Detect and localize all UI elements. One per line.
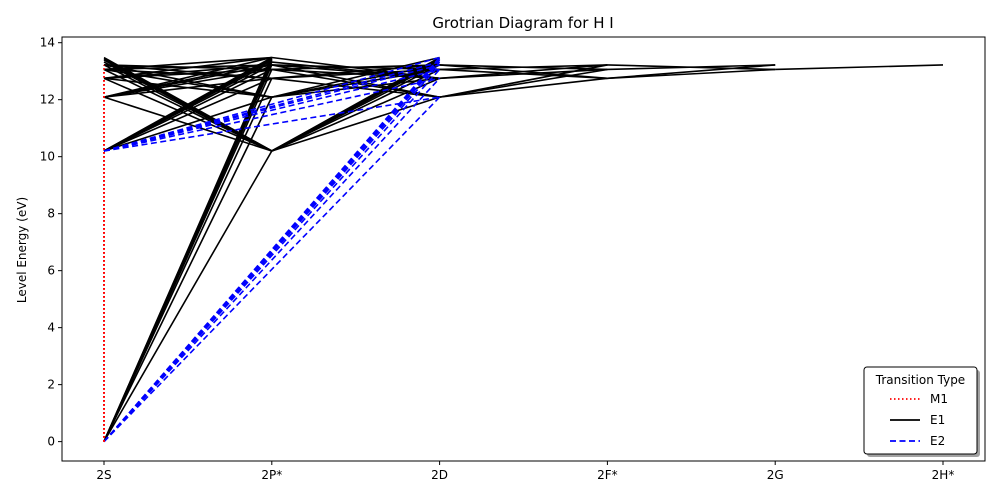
- transition-line-e1: [439, 77, 608, 98]
- x-tick-label: 2P*: [261, 468, 282, 482]
- y-tick-label: 2: [47, 378, 55, 392]
- transition-line-e1: [439, 64, 608, 71]
- transition-line-e1: [607, 64, 776, 71]
- transition-line-e1: [103, 77, 272, 98]
- transition-line-e2: [103, 56, 440, 152]
- y-tick-label: 10: [40, 150, 55, 164]
- legend-box: [863, 366, 978, 455]
- plot-frame: [61, 36, 986, 462]
- y-tick-label: 6: [47, 264, 55, 278]
- transition-line-e1: [103, 64, 272, 98]
- axes: 0 2 4 6 8 10 12 14 2S 2P* 2D 2F* 2G 2H*: [40, 36, 986, 482]
- transition-line-e2: [103, 68, 441, 443]
- transition-line-e1: [271, 56, 440, 80]
- transition-line-e1: [103, 77, 273, 152]
- x-tick-label: 2S: [96, 468, 111, 482]
- y-tick-label: 12: [40, 93, 55, 107]
- transition-line-e1: [607, 64, 776, 80]
- transition-line-e1: [103, 56, 273, 152]
- y-tick-label: 4: [47, 321, 55, 335]
- transition-line-e1: [103, 96, 273, 152]
- transition-line-e1: [103, 57, 273, 442]
- x-tick-label: 2G: [767, 468, 784, 482]
- transition-line-e1: [103, 64, 272, 80]
- plot-area: [103, 56, 944, 443]
- chart-title: Grotrian Diagram for H I: [432, 14, 613, 32]
- x-tick-label: 2D: [431, 468, 448, 482]
- legend: Transition Type M1 E1 E2: [863, 366, 980, 457]
- transition-line-e1: [271, 56, 440, 98]
- legend-label-e2: E2: [930, 434, 945, 448]
- transition-line-e2: [103, 77, 440, 152]
- legend-label-m1: M1: [930, 392, 948, 406]
- y-axis-label: Level Energy (eV): [15, 197, 29, 303]
- transition-line-e1: [271, 77, 440, 98]
- transition-line-e2: [103, 64, 441, 443]
- transition-line-e1: [271, 96, 440, 152]
- series-e2: [103, 56, 441, 443]
- y-tick-label: 0: [47, 435, 55, 449]
- y-tick-label: 14: [40, 36, 55, 50]
- legend-label-e1: E1: [930, 413, 945, 427]
- transition-line-e1: [271, 56, 440, 152]
- series-e1: [103, 56, 944, 443]
- x-tick-label: 2H*: [932, 468, 955, 482]
- transition-line-e1: [103, 96, 273, 442]
- transition-line-e1: [439, 64, 608, 80]
- transition-line-e1: [103, 150, 273, 443]
- transition-line-e1: [103, 64, 272, 71]
- transition-line-e2: [103, 61, 441, 443]
- transition-line-e2: [103, 96, 441, 443]
- legend-title: Transition Type: [875, 373, 965, 387]
- x-tick-label: 2F*: [597, 468, 618, 482]
- transition-line-e1: [775, 64, 944, 71]
- y-tick-label: 8: [47, 207, 55, 221]
- transition-line-e2: [103, 77, 441, 443]
